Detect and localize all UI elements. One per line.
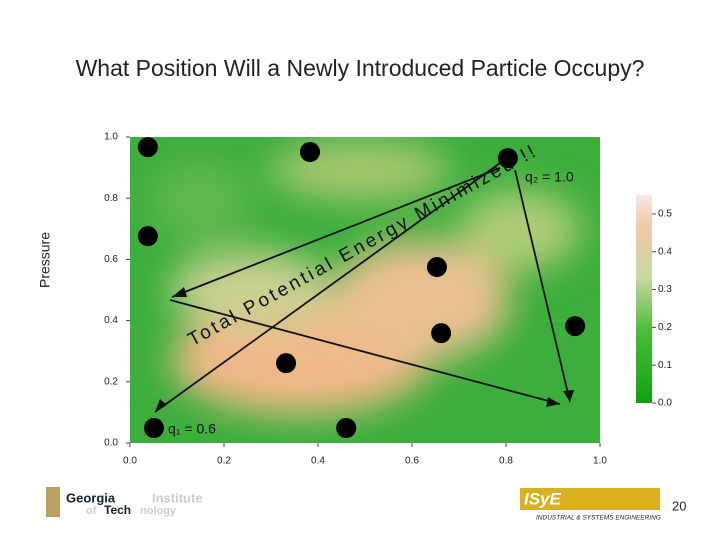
arrows — [154, 162, 571, 413]
logo-text: ISyE — [524, 489, 562, 508]
colorbar-tick-label: 0.0 — [658, 398, 672, 409]
colorbar-tick-label: 0.5 — [658, 209, 672, 220]
logo-shape — [46, 487, 60, 517]
colorbar-tick-label: 0.4 — [658, 246, 672, 257]
point — [300, 141, 321, 162]
y-tick-label: 0.8 — [104, 193, 118, 204]
contour-background — [130, 137, 600, 443]
slide-title: What Position Will a Newly Introduced Pa… — [76, 55, 645, 81]
colorbar-tick-label: 0.2 — [658, 322, 672, 333]
y-tick-label: 0.0 — [104, 438, 118, 449]
point — [137, 137, 158, 158]
point — [336, 418, 357, 439]
logo-text: Tech — [104, 503, 131, 517]
x-tick-label: 0.6 — [405, 456, 419, 467]
logo-text: INDUSTRIAL & SYSTEMS ENGINEERING — [536, 515, 661, 522]
colorbar-tick-label: 0.3 — [658, 284, 672, 295]
x-tick-label: 0.2 — [217, 456, 231, 467]
y-tick-label: 0.4 — [104, 315, 118, 326]
logo-text: of — [86, 505, 97, 517]
annotation-q2: q₂ = 1.0 — [525, 169, 574, 185]
point — [426, 257, 447, 278]
page-number: 20 — [672, 498, 686, 513]
point — [143, 418, 164, 439]
point — [137, 226, 158, 247]
logo-text: nology — [140, 505, 177, 517]
logo-text: Institute — [152, 490, 203, 505]
y-tick-label: 0.2 — [104, 376, 118, 387]
annotation-q1: q₁ = 0.6 — [168, 421, 216, 437]
y-tick-label: 1.0 — [104, 132, 118, 143]
logo-text: Georgia — [66, 490, 116, 505]
point — [276, 353, 297, 374]
colorbar — [636, 195, 652, 403]
isye-logo: ISyE INDUSTRIAL & SYSTEMS ENGINEERING — [520, 488, 661, 522]
arrowheads — [155, 287, 574, 412]
point — [565, 316, 586, 337]
y-tick-label: 0.6 — [104, 254, 118, 265]
x-tick-label: 0.8 — [499, 456, 513, 467]
x-tick-label: 0.4 — [311, 456, 325, 467]
colorbar-tick-label: 0.1 — [658, 360, 672, 371]
point — [431, 323, 452, 344]
x-tick-label: 1.0 — [593, 456, 607, 467]
logo-shape — [520, 488, 660, 510]
georgia-tech-logo: Georgia Institute of Tech nology — [46, 487, 203, 517]
x-tick-label: 0.0 — [123, 456, 137, 467]
point — [497, 148, 518, 169]
y-axis-label: Pressure — [37, 232, 53, 288]
